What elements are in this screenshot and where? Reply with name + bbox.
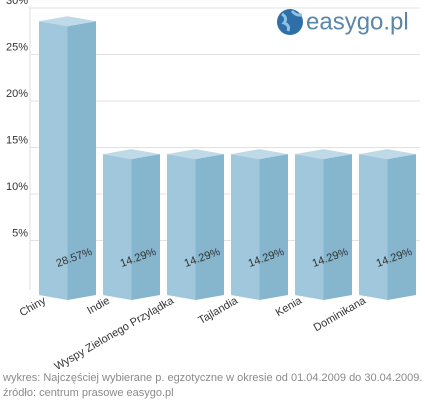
bar-left-shade <box>295 154 324 300</box>
bar-right-shade <box>259 154 288 300</box>
bar-right-shade <box>323 154 352 300</box>
bar-right-shade <box>387 154 416 300</box>
x-tick-label: Indie <box>85 295 112 317</box>
bar-right-face <box>195 154 224 300</box>
bar-left-shade <box>103 154 132 300</box>
footer-line: wykres: Najczęściej wybierane p. egzotyc… <box>2 372 422 384</box>
y-tick-label: 5% <box>12 227 28 239</box>
x-tick-label: Dominikana <box>312 294 369 334</box>
bar-top-outline <box>359 149 416 160</box>
bar <box>231 149 288 300</box>
logo: easygo.pl <box>306 8 409 35</box>
bar-left-face <box>103 154 132 300</box>
bar-right-shade <box>131 154 160 300</box>
y-tick-label: 25% <box>6 41 28 53</box>
bar-top-outline <box>167 149 224 160</box>
bar-right-face <box>131 154 160 300</box>
bar-top-outline <box>103 149 160 160</box>
x-tick-label: Wyspy Zielonego Przylądka <box>52 294 176 373</box>
bar <box>103 149 160 300</box>
bar-left-shade <box>167 154 196 300</box>
bar-right-shade <box>67 21 96 300</box>
y-tick-label: 10% <box>6 181 28 193</box>
y-tick-label: 15% <box>6 134 28 146</box>
bar-right-shade <box>195 154 224 300</box>
bar-left-face <box>231 154 260 300</box>
x-tick-label: Kenia <box>274 294 305 319</box>
y-tick-label: 20% <box>6 88 28 100</box>
bar-left-shade <box>39 21 68 300</box>
bar <box>167 149 224 300</box>
x-tick-label: Tajlandia <box>196 294 240 327</box>
x-tick-label: Chiny <box>18 294 49 319</box>
bar-right-face <box>323 154 352 300</box>
footer-line: źródło: centrum prasowe easygo.pl <box>3 387 174 399</box>
bar-left-shade <box>359 154 388 300</box>
bar-right-face <box>67 21 96 300</box>
logo-globe-detail <box>281 10 303 32</box>
bar <box>295 149 352 300</box>
y-tick-label: 30% <box>6 0 28 7</box>
bar-top-outline <box>295 149 352 160</box>
bar-top-outline <box>39 16 96 27</box>
bar-left-face <box>167 154 196 300</box>
bar-left-shade <box>231 154 260 300</box>
bar-right-face <box>259 154 288 300</box>
bar <box>39 16 96 300</box>
bar-left-face <box>359 154 388 300</box>
bar <box>359 149 416 300</box>
bar-left-face <box>39 21 68 300</box>
logo-globe <box>277 9 303 35</box>
bar-top-outline <box>231 149 288 160</box>
bar-left-face <box>295 154 324 300</box>
bar-right-face <box>387 154 416 300</box>
